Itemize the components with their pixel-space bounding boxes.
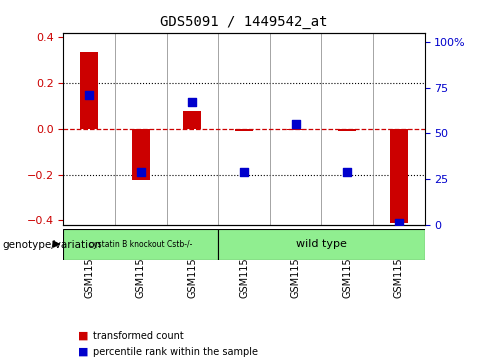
Text: ■: ■ xyxy=(78,331,89,341)
Bar xyxy=(183,111,202,129)
Bar xyxy=(218,229,425,260)
Point xyxy=(85,92,93,98)
Text: transformed count: transformed count xyxy=(93,331,183,341)
Text: genotype/variation: genotype/variation xyxy=(2,240,102,250)
Title: GDS5091 / 1449542_at: GDS5091 / 1449542_at xyxy=(160,15,328,29)
Text: wild type: wild type xyxy=(296,239,347,249)
Point xyxy=(188,99,196,105)
Point xyxy=(240,169,248,175)
Point xyxy=(343,169,351,175)
Point xyxy=(395,220,403,226)
Bar xyxy=(390,129,408,223)
Text: cystatin B knockout Cstb-/-: cystatin B knockout Cstb-/- xyxy=(89,240,192,249)
Text: ■: ■ xyxy=(78,347,89,357)
Bar xyxy=(286,129,305,130)
Text: percentile rank within the sample: percentile rank within the sample xyxy=(93,347,258,357)
Bar xyxy=(80,52,98,129)
Point xyxy=(292,121,300,127)
Point xyxy=(137,169,145,175)
Bar xyxy=(235,129,253,131)
Bar xyxy=(132,129,150,180)
Bar xyxy=(63,229,218,260)
Bar xyxy=(338,129,356,131)
